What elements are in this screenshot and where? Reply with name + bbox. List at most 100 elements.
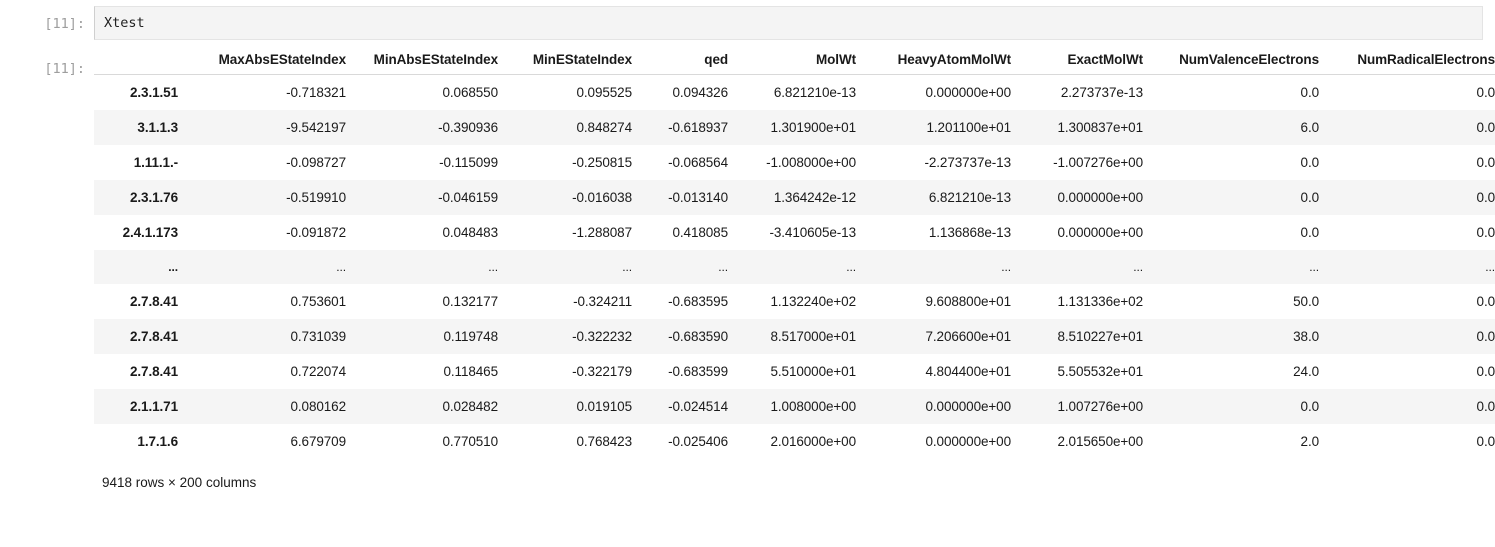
- table-cell: 8.517000e+01: [770, 329, 856, 344]
- table-cell: 0.0: [1476, 434, 1495, 449]
- table-cell: 6.0: [1300, 120, 1320, 135]
- table-cell: -0.025406: [668, 434, 728, 449]
- table-row: 2.7.8.41 0.722074 0.118465 -0.322179 -0.6835…: [94, 354, 1495, 389]
- table-cell: ...: [1309, 260, 1319, 274]
- table-row: 2.1.1.71 0.080162 0.028482 0.019105 -0.02451…: [94, 389, 1495, 424]
- row-index-label: 1.11.1.-: [133, 155, 178, 170]
- table-cell: -1.007276e+00: [1053, 155, 1143, 170]
- table-cell: -0.068564: [668, 155, 728, 170]
- table-cell: 38.0: [1293, 329, 1319, 344]
- table-cell: 0.048483: [442, 225, 498, 240]
- table-row: 1.7.1.6 6.679709 0.770510 0.768423 -0.025406…: [94, 424, 1495, 459]
- table-cell: -0.322179: [572, 364, 632, 379]
- table-cell: 0.000000e+00: [925, 434, 1011, 449]
- table-cell: ...: [1001, 260, 1011, 274]
- table-cell: 2.016000e+00: [770, 434, 856, 449]
- code-cell-output: [11]: MaxAbsEStateIndex MinAbsEStateInde…: [0, 52, 1495, 490]
- table-cell: 0.418085: [672, 225, 728, 240]
- row-index-label: 2.3.1.76: [130, 190, 178, 205]
- table-cell: -0.519910: [286, 190, 346, 205]
- table-cell: -0.250815: [572, 155, 632, 170]
- table-cell: ...: [1133, 260, 1143, 274]
- table-cell: 1.132240e+02: [770, 294, 856, 309]
- table-cell: 0.118465: [443, 364, 498, 379]
- row-index-label: 1.7.1.6: [137, 434, 178, 449]
- table-cell: 0.028482: [442, 399, 498, 414]
- dataframe-body: 2.3.1.51 -0.718321 0.068550 0.095525 0.09432…: [94, 74, 1495, 459]
- table-cell: 0.068550: [442, 85, 498, 100]
- table-cell: 0.0: [1300, 155, 1320, 170]
- table-cell: 9.608800e+01: [925, 294, 1011, 309]
- table-cell: 0.0: [1476, 294, 1495, 309]
- dataframe-header: MaxAbsEStateIndex MinAbsEStateIndex MinE…: [94, 52, 1495, 75]
- table-cell: 8.510227e+01: [1057, 329, 1143, 344]
- table-cell: 0.848274: [576, 120, 632, 135]
- table-cell: -0.098727: [286, 155, 346, 170]
- table-cell: 5.510000e+01: [770, 364, 856, 379]
- table-row: 2.7.8.41 0.753601 0.132177 -0.324211 -0.6835…: [94, 284, 1495, 319]
- code-editor-area[interactable]: Xtest: [94, 6, 1483, 40]
- table-cell: 0.0: [1476, 85, 1495, 100]
- table-cell: -0.016038: [572, 190, 632, 205]
- column-header: ExactMolWt: [1019, 52, 1151, 75]
- table-cell: 0.000000e+00: [925, 399, 1011, 414]
- table-cell: -1.288087: [572, 225, 632, 240]
- code-cell-input: [11]: Xtest: [0, 0, 1495, 40]
- table-cell: -1.008000e+00: [766, 155, 856, 170]
- column-header: NumValenceElectrons: [1151, 52, 1327, 75]
- row-index-label: 2.3.1.51: [130, 85, 178, 100]
- table-row: 2.3.1.76 -0.519910 -0.046159 -0.016038 -0.01…: [94, 180, 1495, 215]
- table-cell: 0.722074: [290, 364, 346, 379]
- table-cell: 0.770510: [442, 434, 498, 449]
- table-row: 2.4.1.173 -0.091872 0.048483 -1.288087 0.418…: [94, 215, 1495, 250]
- table-cell: -0.683599: [668, 364, 728, 379]
- table-cell: -0.046159: [438, 190, 498, 205]
- index-column-header: [94, 52, 186, 75]
- table-cell: -0.024514: [668, 399, 728, 414]
- table-cell: 0.080162: [290, 399, 346, 414]
- table-cell: 6.821210e-13: [928, 190, 1011, 205]
- column-header: NumRadicalElectrons: [1327, 52, 1495, 75]
- table-cell: 0.0: [1300, 399, 1320, 414]
- table-cell: -0.322232: [572, 329, 632, 344]
- row-index-label: 2.7.8.41: [130, 364, 178, 379]
- table-row: 3.1.1.3 -9.542197 -0.390936 0.848274 -0.6189…: [94, 110, 1495, 145]
- code-source-text: Xtest: [104, 14, 145, 31]
- table-cell: ...: [1485, 260, 1495, 274]
- table-cell: 0.132177: [442, 294, 498, 309]
- table-cell: -2.273737e-13: [924, 155, 1011, 170]
- column-header: qed: [640, 52, 736, 75]
- table-cell: -0.115099: [439, 155, 498, 170]
- table-cell: 0.0: [1476, 364, 1495, 379]
- table-cell: ...: [488, 260, 498, 274]
- table-cell: 50.0: [1293, 294, 1319, 309]
- column-header: MinEStateIndex: [506, 52, 640, 75]
- row-index-label: 2.1.1.71: [130, 399, 178, 414]
- row-index-label: 2.7.8.41: [130, 329, 178, 344]
- table-row: 1.11.1.- -0.098727 -0.115099 -0.250815 -0.06…: [94, 145, 1495, 180]
- row-index-label: 2.4.1.173: [122, 225, 179, 240]
- table-cell: 1.364242e-12: [773, 190, 856, 205]
- table-cell: ...: [622, 260, 632, 274]
- column-header: MaxAbsEStateIndex: [186, 52, 354, 75]
- table-cell: ...: [846, 260, 856, 274]
- table-cell: 0.000000e+00: [1057, 190, 1143, 205]
- table-cell: 6.821210e-13: [773, 85, 856, 100]
- table-cell: 0.000000e+00: [925, 85, 1011, 100]
- table-cell: 0.0: [1476, 155, 1495, 170]
- table-cell: 1.301900e+01: [770, 120, 856, 135]
- table-cell: 0.000000e+00: [1057, 225, 1143, 240]
- table-cell: 0.119748: [443, 329, 498, 344]
- table-cell: 0.753601: [290, 294, 346, 309]
- table-cell: -0.618937: [668, 120, 728, 135]
- table-cell: 0.094326: [672, 85, 728, 100]
- table-cell: 0.0: [1476, 120, 1495, 135]
- table-cell: 1.007276e+00: [1057, 399, 1143, 414]
- table-cell: 0.0: [1300, 85, 1320, 100]
- table-cell: 0.0: [1476, 329, 1495, 344]
- table-cell: -9.542197: [286, 120, 346, 135]
- dataframe-output-area: MaxAbsEStateIndex MinAbsEStateIndex MinE…: [94, 52, 1495, 490]
- table-cell: 0.768423: [576, 434, 632, 449]
- dataframe-shape-note: 9418 rows × 200 columns: [102, 475, 257, 490]
